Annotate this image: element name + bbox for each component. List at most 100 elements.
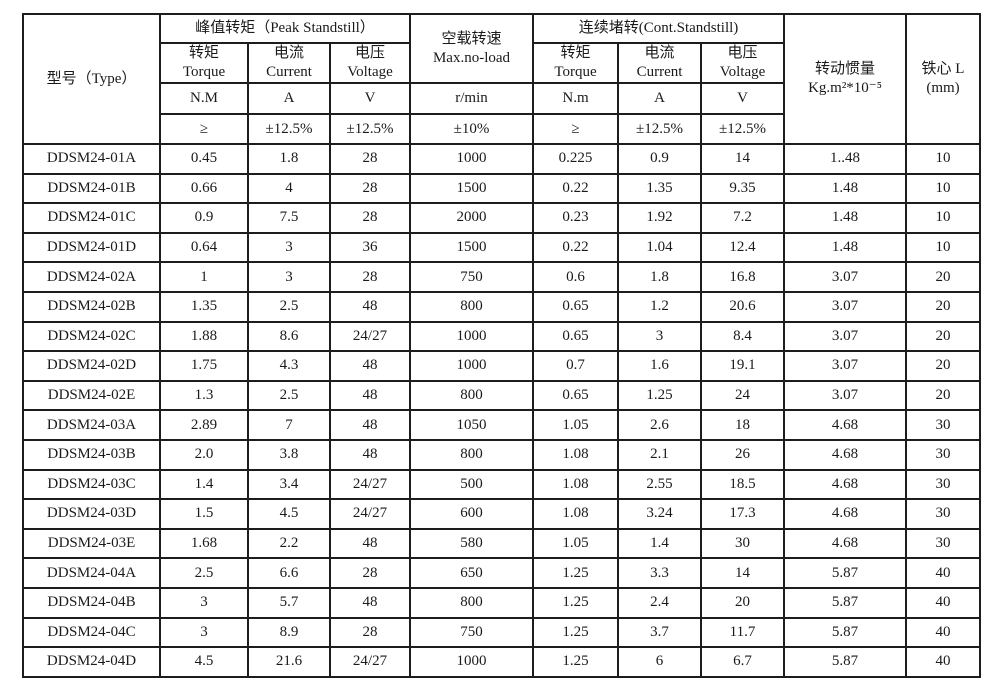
model-cell: DDSM24-02E — [22, 379, 161, 412]
cont-voltage-header: 电压 Voltage — [699, 42, 786, 84]
model-cell: DDSM24-03D — [22, 498, 161, 530]
model-cell: DDSM24-04B — [22, 586, 161, 619]
cont-voltage-cell: 7.2 — [699, 202, 786, 234]
cont-current-cell: 2.1 — [617, 438, 702, 471]
cont-voltage-cell: 30 — [699, 527, 786, 560]
cont-torque-cell: 1.05 — [532, 527, 619, 560]
peak-current-cell: 7 — [247, 409, 331, 441]
cont-current-cell: 3.3 — [617, 557, 702, 589]
cont-voltage-cell: 9.35 — [699, 172, 786, 205]
cont-torque-cell: 0.225 — [532, 143, 619, 175]
peak-current-unit: A — [247, 82, 331, 115]
core-length-cell: 30 — [905, 409, 982, 441]
peak-torque-cell: 0.45 — [159, 143, 249, 175]
noload-speed-cell: 800 — [409, 438, 534, 471]
cont-current-tolerance: ±12.5% — [617, 113, 702, 145]
spec-table-row: DDSM24-03E 1.68 2.2 48 580 1.05 1.4 30 4… — [22, 527, 982, 560]
peak-voltage-cell: 48 — [329, 586, 411, 619]
noload-speed-tolerance: ±10% — [409, 113, 534, 145]
model-cell: DDSM24-04D — [22, 646, 161, 678]
cont-current-label-cn: 电流 — [644, 45, 675, 61]
inertia-cell: 4.68 — [783, 498, 908, 530]
spec-table-body: DDSM24-01A 0.45 1.8 28 1000 0.225 0.9 14… — [22, 143, 982, 678]
cont-torque-cell: 1.25 — [532, 646, 619, 678]
cont-current-cell: 1.4 — [617, 527, 702, 560]
peak-torque-cell: 3 — [159, 586, 249, 619]
model-cell: DDSM24-01C — [22, 202, 161, 234]
peak-voltage-label-cn: 电压 — [354, 45, 385, 61]
peak-torque-cell: 1.75 — [159, 350, 249, 382]
header-units-row: N.M A V r/min N.m A V — [23, 82, 980, 115]
core-length-cell: 30 — [905, 498, 982, 530]
peak-current-cell: 2.5 — [247, 290, 331, 323]
model-cell: DDSM24-03B — [22, 438, 161, 471]
peak-voltage-cell: 48 — [329, 379, 411, 412]
noload-speed-cell: 750 — [409, 261, 534, 293]
peak-torque-cell: 0.64 — [159, 231, 249, 264]
peak-current-cell: 2.5 — [247, 379, 331, 412]
noload-speed-unit: r/min — [409, 82, 534, 115]
header-subname-row: 转矩 Torque 电流 Current 电压 Voltage 转矩 Torqu… — [23, 42, 980, 84]
cont-torque-cell: 0.6 — [532, 261, 619, 293]
noload-speed-column-header: 空载转速 Max.no-load — [409, 13, 534, 84]
cont-torque-label-en: Torque — [554, 64, 597, 80]
cont-torque-cell: 1.05 — [532, 409, 619, 441]
cont-voltage-unit: V — [699, 82, 786, 115]
cont-torque-cell: 0.65 — [532, 290, 619, 323]
peak-current-label-en: Current — [266, 64, 312, 80]
model-cell: DDSM24-02A — [22, 261, 161, 293]
noload-label-cn: 空载转速 — [441, 30, 502, 47]
core-length-cell: 20 — [905, 290, 982, 323]
inertia-cell: 3.07 — [783, 290, 908, 323]
core-length-cell: 30 — [905, 438, 982, 471]
model-cell: DDSM24-03C — [22, 468, 161, 501]
inertia-label-cn: 转动惯量 — [815, 61, 876, 77]
inertia-cell: 3.07 — [783, 261, 908, 293]
spec-table-row: DDSM24-01B 0.66 4 28 1500 0.22 1.35 9.35… — [22, 172, 982, 205]
peak-voltage-label-en: Voltage — [347, 64, 393, 80]
inertia-cell: 1..48 — [783, 143, 908, 175]
cont-voltage-cell: 6.7 — [699, 646, 786, 678]
cont-voltage-cell: 19.1 — [699, 350, 786, 382]
inertia-cell: 4.68 — [783, 527, 908, 560]
core-length-cell: 40 — [905, 586, 982, 619]
cont-current-cell: 2.6 — [617, 409, 702, 441]
cont-torque-cell: 0.7 — [532, 350, 619, 382]
model-cell: DDSM24-01D — [22, 231, 161, 264]
spec-table-row: DDSM24-01C 0.9 7.5 28 2000 0.23 1.92 7.2… — [22, 202, 982, 234]
noload-speed-cell: 1000 — [409, 646, 534, 678]
noload-speed-cell: 800 — [409, 586, 534, 619]
model-cell: DDSM24-03A — [22, 409, 161, 441]
inertia-cell: 5.87 — [783, 557, 908, 589]
peak-torque-cell: 1.3 — [159, 379, 249, 412]
noload-speed-cell: 750 — [409, 616, 534, 649]
cont-current-cell: 3.24 — [617, 498, 702, 530]
peak-torque-cell: 3 — [159, 616, 249, 649]
model-cell: DDSM24-01A — [22, 143, 161, 175]
inertia-cell: 5.87 — [783, 616, 908, 649]
spec-table-row: DDSM24-03A 2.89 7 48 1050 1.05 2.6 18 4.… — [22, 409, 982, 441]
peak-voltage-cell: 28 — [329, 143, 411, 175]
core-length-cell: 30 — [905, 468, 982, 501]
peak-torque-cell: 0.66 — [159, 172, 249, 205]
cont-voltage-cell: 18 — [699, 409, 786, 441]
cont-current-unit: A — [617, 82, 702, 115]
inertia-cell: 4.68 — [783, 409, 908, 441]
peak-voltage-cell: 28 — [329, 616, 411, 649]
cont-voltage-tolerance: ±12.5% — [699, 113, 786, 145]
noload-speed-cell: 800 — [409, 290, 534, 323]
core-length-cell: 10 — [905, 172, 982, 205]
cont-current-cell: 6 — [617, 646, 702, 678]
cont-voltage-cell: 20.6 — [699, 290, 786, 323]
core-length-cell: 20 — [905, 379, 982, 412]
core-length-column-header: 铁心 L (mm) — [905, 13, 982, 145]
cont-voltage-cell: 20 — [699, 586, 786, 619]
cont-torque-tolerance: ≥ — [532, 113, 619, 145]
core-length-cell: 20 — [905, 261, 982, 293]
peak-torque-cell: 2.5 — [159, 557, 249, 589]
model-cell: DDSM24-02C — [22, 320, 161, 353]
cont-current-cell: 1.8 — [617, 261, 702, 293]
peak-torque-label-en: Torque — [182, 64, 226, 80]
cont-current-cell: 3 — [617, 320, 702, 353]
